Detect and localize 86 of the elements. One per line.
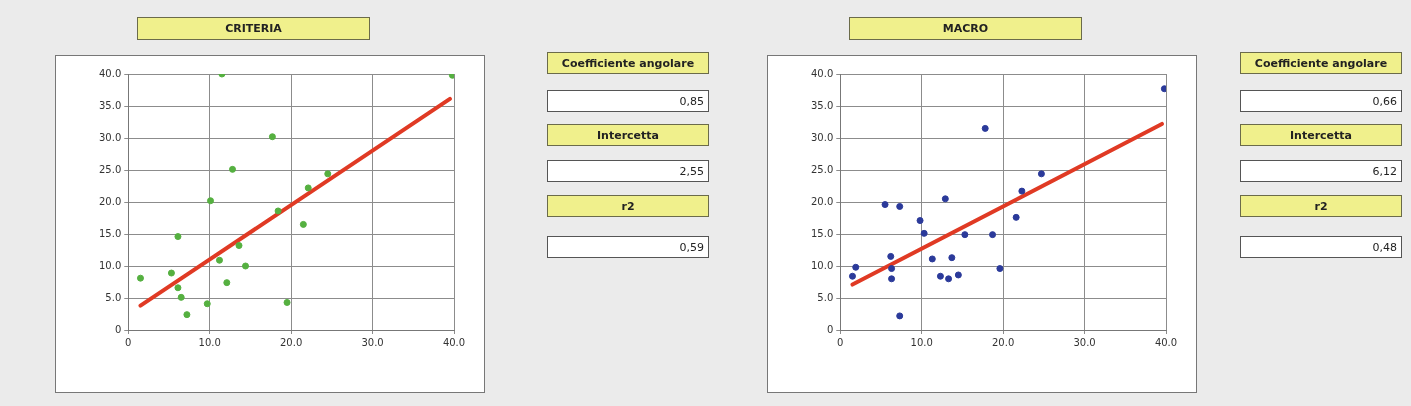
y-tick-label: 40.0 (811, 67, 834, 79)
point (274, 207, 282, 215)
y-tick-label: 35.0 (99, 99, 122, 111)
y-tick-label: 0 (826, 323, 834, 335)
point (896, 202, 904, 210)
text: Intercetta (547, 124, 709, 146)
point (177, 293, 185, 301)
point (207, 197, 215, 205)
y-tick-label: 20.0 (811, 195, 834, 207)
point (268, 133, 276, 141)
x-tick-label: 30.0 (1073, 336, 1096, 348)
text: 0,85 (547, 90, 709, 112)
point (920, 229, 928, 237)
x-tick-label: 40.0 (1154, 336, 1178, 348)
x-tick-label: 30.0 (361, 336, 384, 348)
text: 0,66 (1240, 90, 1402, 112)
y-tick-label: 0 (114, 323, 122, 335)
y-tick-label: 5.0 (105, 291, 122, 303)
point (215, 256, 223, 264)
x-tick-label: 10.0 (910, 336, 933, 348)
x-tick-label: 0 (125, 336, 132, 348)
x-tick-label: 40.0 (442, 336, 466, 348)
y-tick-label: 20.0 (99, 195, 122, 207)
point (242, 262, 250, 270)
point (136, 274, 144, 282)
point (941, 195, 949, 203)
point (1012, 213, 1020, 221)
point (304, 184, 312, 192)
point (916, 217, 924, 225)
point (881, 201, 889, 209)
y-tick-label: 15.0 (811, 227, 834, 239)
point (928, 255, 936, 263)
point (299, 220, 307, 228)
point (448, 74, 454, 79)
point (888, 275, 896, 283)
y-tick-label: 40.0 (99, 67, 122, 79)
point (945, 275, 953, 283)
y-tick-label: 5.0 (817, 291, 834, 303)
point (174, 233, 182, 241)
y-tick-label: 10.0 (811, 259, 834, 271)
point (229, 165, 236, 173)
point (174, 284, 182, 292)
point (203, 300, 211, 308)
text: Coefficiente angolare (1240, 52, 1402, 74)
text: 0,59 (547, 236, 709, 258)
y-tick-label: 15.0 (99, 227, 122, 239)
point (167, 269, 175, 277)
y-tick-label: 10.0 (99, 259, 122, 271)
x-tick-label: 20.0 (280, 336, 303, 348)
text: r2 (1240, 195, 1402, 217)
point (989, 231, 997, 239)
point (888, 265, 896, 273)
point (896, 312, 904, 320)
point (887, 252, 895, 260)
text: 2,55 (547, 160, 709, 182)
chart-title: MACRO (849, 17, 1082, 40)
point (1018, 187, 1026, 195)
point (954, 271, 962, 279)
point (1037, 170, 1045, 178)
x-tick-label: 10.0 (198, 336, 221, 348)
point (948, 254, 956, 262)
text: r2 (547, 195, 709, 217)
point (1160, 85, 1166, 93)
point (235, 242, 243, 250)
y-tick-label: 25.0 (811, 163, 834, 175)
point (852, 263, 860, 271)
x-tick-label: 0 (837, 336, 844, 348)
text: Intercetta (1240, 124, 1402, 146)
point (183, 311, 191, 319)
point (996, 265, 1004, 273)
y-tick-label: 30.0 (811, 131, 834, 143)
text: Coefficiente angolare (547, 52, 709, 74)
text: 6,12 (1240, 160, 1402, 182)
x-tick-label: 20.0 (992, 336, 1015, 348)
y-tick-label: 35.0 (811, 99, 834, 111)
point (223, 279, 231, 287)
chart-title: CRITERIA (137, 17, 370, 40)
y-tick-label: 30.0 (99, 131, 122, 143)
point (848, 272, 856, 280)
point (961, 231, 969, 239)
text: 0,48 (1240, 236, 1402, 258)
point (936, 272, 944, 280)
point (324, 170, 332, 178)
y-tick-label: 25.0 (99, 163, 122, 175)
point (283, 298, 291, 306)
point (981, 124, 989, 132)
